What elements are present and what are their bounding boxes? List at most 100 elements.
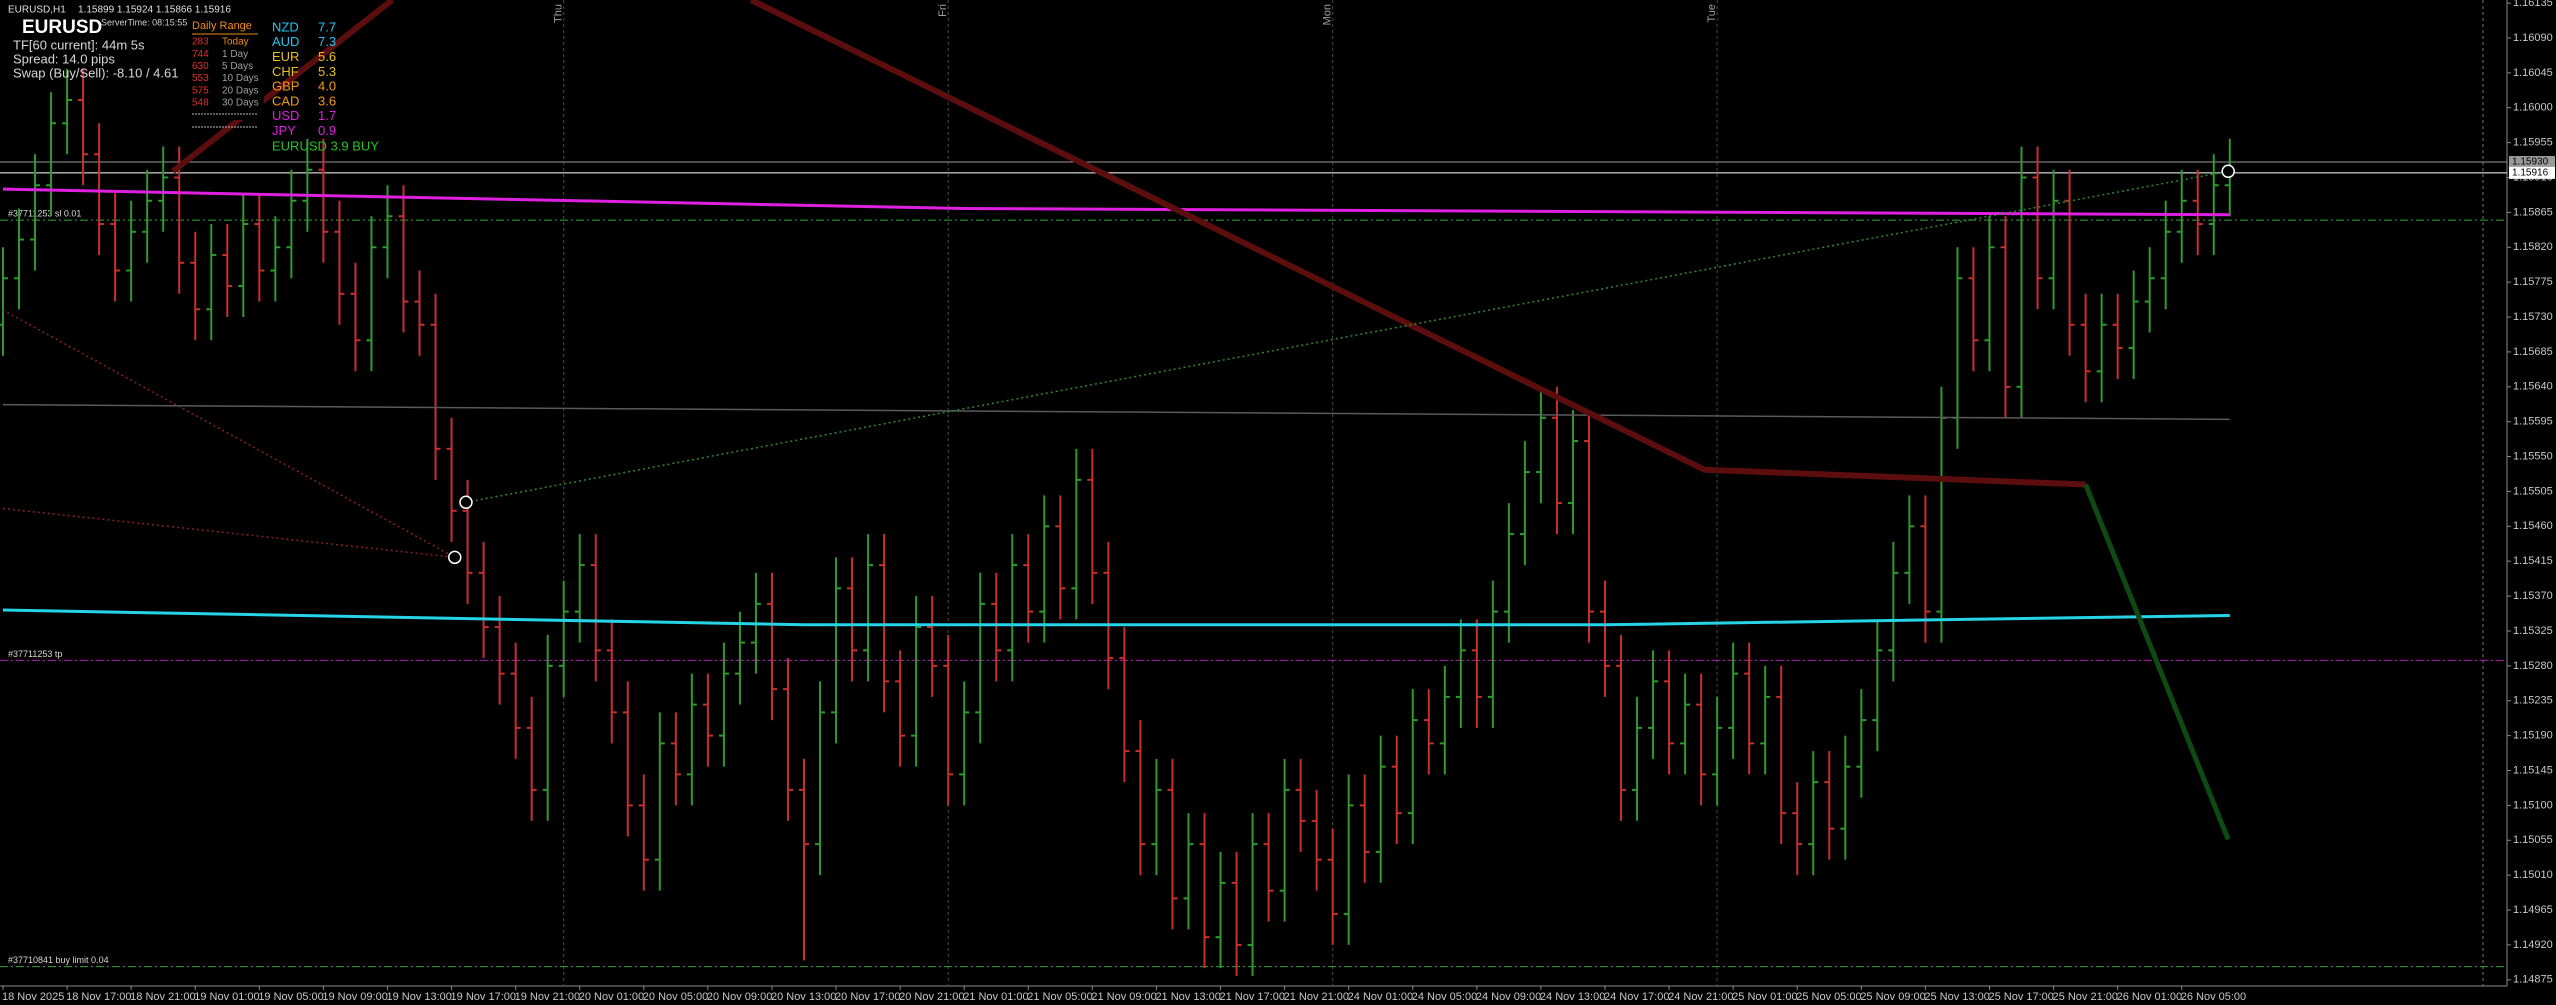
y-tick-label: 1.15415 <box>2513 555 2553 567</box>
currency-name: GBP <box>272 79 299 94</box>
chart-title: EURUSD,H1 <box>8 5 66 16</box>
order-label: #37710841 buy limit 0.04 <box>8 955 109 965</box>
y-tick-label: 1.15865 <box>2513 206 2553 218</box>
x-tick-label: 18 Nov 17:00 <box>66 991 131 1003</box>
y-tick-label: 1.15100 <box>2513 799 2553 811</box>
currency-value: 4.0 <box>318 79 336 94</box>
currency-value: 7.3 <box>318 34 336 49</box>
daily-range-box <box>188 18 264 120</box>
x-tick-label: 21 Nov 17:00 <box>1220 991 1285 1003</box>
currency-name: EUR <box>272 49 299 64</box>
indicator-line <box>170 0 395 174</box>
y-tick-label: 1.15640 <box>2513 381 2553 393</box>
daily-range-value: 283 <box>192 37 209 48</box>
daily-range-label: 30 Days <box>222 98 259 109</box>
y-tick-label: 1.15370 <box>2513 590 2553 602</box>
indicator-line <box>465 170 2229 504</box>
daily-range-label: 5 Days <box>222 61 253 72</box>
x-tick-label: 19 Nov 01:00 <box>194 991 259 1003</box>
x-tick-label: 24 Nov 09:00 <box>1476 991 1541 1003</box>
y-tick-label: 1.15550 <box>2513 450 2553 462</box>
currency-value: 5.6 <box>318 49 336 64</box>
y-tick-label: 1.15595 <box>2513 416 2553 428</box>
x-tick-label: 26 Nov 01:00 <box>2117 991 2182 1003</box>
y-tick-label: 1.15055 <box>2513 834 2553 846</box>
info-line: Spread: 14.0 pips <box>13 51 115 66</box>
currency-name: CHF <box>272 64 299 79</box>
lines-layer: #37711253 sl 0.01 #37711253 tp #37710841 b… <box>0 0 2507 986</box>
y-tick-label: 1.15280 <box>2513 660 2553 672</box>
x-tick-label: 20 Nov 21:00 <box>899 991 964 1003</box>
currency-value: 7.7 <box>318 19 336 34</box>
daily-range-label: 1 Day <box>222 49 248 60</box>
x-tick-label: 26 Nov 05:00 <box>2181 991 2246 1003</box>
x-tick-label: 20 Nov 05:00 <box>643 991 708 1003</box>
indicator-line <box>2 507 455 559</box>
currency-value: 0.9 <box>318 123 336 138</box>
x-tick-label: 19 Nov 17:00 <box>451 991 516 1003</box>
y-tick-label: 1.15460 <box>2513 520 2553 532</box>
period-label: Fri <box>937 4 949 17</box>
daily-range-label: 20 Days <box>222 85 259 96</box>
y-tick-label: 1.16045 <box>2513 67 2553 79</box>
daily-range-label: Today <box>222 37 249 48</box>
x-tick-label: 19 Nov 05:00 <box>258 991 323 1003</box>
y-tick-label: 1.15325 <box>2513 625 2553 637</box>
y-tick-label: 1.16135 <box>2513 0 2553 9</box>
y-tick-label: 1.16000 <box>2513 102 2553 114</box>
indicator-line <box>2 309 456 558</box>
x-tick-label: 21 Nov 09:00 <box>1091 991 1156 1003</box>
x-tick-label: 24 Nov 17:00 <box>1604 991 1669 1003</box>
period-label: Tue <box>1706 4 1718 23</box>
currency-value: 3.6 <box>318 93 336 108</box>
x-tick-label: 24 Nov 05:00 <box>1412 991 1477 1003</box>
trade-marker <box>459 495 473 510</box>
x-tick-label: 19 Nov 09:00 <box>322 991 387 1003</box>
daily-range-value: 548 <box>192 98 209 109</box>
currency-name: USD <box>272 108 299 123</box>
x-tick-label: 18 Nov 2025 <box>2 991 64 1003</box>
price-marker-label: 1.15930 <box>2512 157 2549 168</box>
indicator-line <box>2 608 2230 627</box>
x-tick-label: 25 Nov 01:00 <box>1732 991 1797 1003</box>
x-tick-label: 20 Nov 13:00 <box>771 991 836 1003</box>
x-tick-label: 20 Nov 17:00 <box>835 991 900 1003</box>
currency-name: JPY <box>272 123 296 138</box>
indicator-line <box>2 187 2230 217</box>
trade-marker <box>2221 164 2235 179</box>
price-marker-box <box>2509 166 2555 179</box>
y-tick-label: 1.15730 <box>2513 311 2553 323</box>
x-tick-label: 25 Nov 21:00 <box>2053 991 2118 1003</box>
y-tick-label: 1.15685 <box>2513 346 2553 358</box>
price-marker-box <box>2509 156 2555 169</box>
y-tick-label: 1.15010 <box>2513 869 2553 881</box>
order-label: #37711253 tp <box>8 649 62 659</box>
trade-marker <box>448 550 462 565</box>
y-tick-label: 1.14920 <box>2513 939 2553 951</box>
x-tick-label: 19 Nov 21:00 <box>515 991 580 1003</box>
y-tick-label: 1.15190 <box>2513 730 2553 742</box>
indicator-line <box>2083 483 2231 841</box>
x-tick-label: 25 Nov 13:00 <box>1924 991 1989 1003</box>
x-tick-label: 21 Nov 01:00 <box>963 991 1028 1003</box>
currency-value: 5.3 <box>318 64 336 79</box>
x-tick-label: 21 Nov 05:00 <box>1027 991 1092 1003</box>
daily-range-value: 744 <box>192 49 209 60</box>
currency-name: AUD <box>272 34 299 49</box>
currency-name: CAD <box>272 93 299 108</box>
x-tick-label: 21 Nov 13:00 <box>1155 991 1220 1003</box>
order-label: #37711253 sl 0.01 <box>8 209 81 219</box>
indicator-line <box>749 0 2086 488</box>
bars-layer <box>0 68 2235 976</box>
x-tick-label: 25 Nov 05:00 <box>1796 991 1861 1003</box>
x-tick-label: 24 Nov 01:00 <box>1348 991 1413 1003</box>
daily-range-title: Daily Range <box>192 20 252 32</box>
x-tick-label: 25 Nov 09:00 <box>1860 991 1925 1003</box>
period-label: Thu <box>553 4 565 23</box>
server-time: ServerTime: 08:15:55 <box>101 17 187 27</box>
symbol-label: EURUSD <box>22 17 102 38</box>
y-tick-label: 1.15505 <box>2513 485 2553 497</box>
